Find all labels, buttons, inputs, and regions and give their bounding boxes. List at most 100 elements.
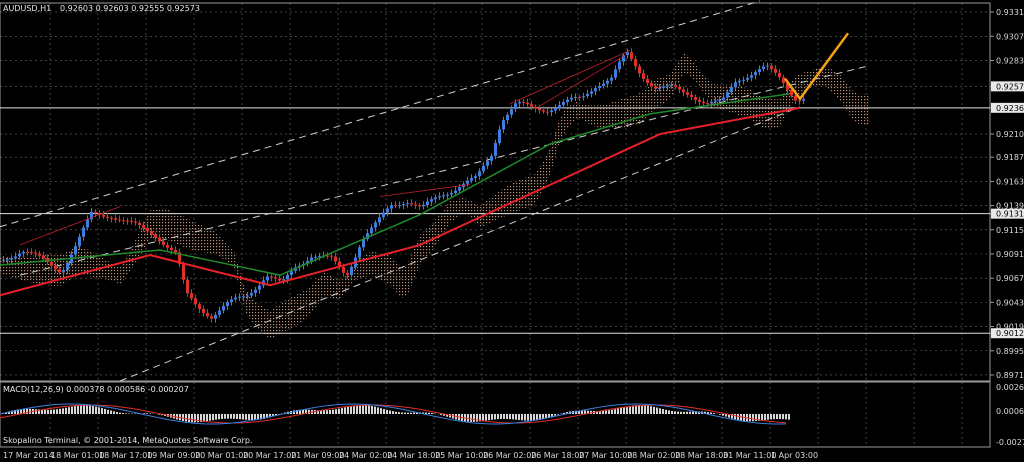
- candle-body: [422, 204, 425, 207]
- macd-bar: [317, 410, 319, 414]
- macd-bar: [689, 411, 691, 414]
- candle-body: [786, 82, 789, 90]
- candle-body: [794, 95, 797, 101]
- candle-body: [502, 120, 505, 130]
- macd-bar: [269, 414, 271, 418]
- candle-body: [194, 298, 197, 305]
- macd-bar: [725, 414, 727, 417]
- macd-bar: [404, 412, 406, 414]
- macd-bar: [785, 414, 787, 420]
- candle-body: [654, 86, 657, 89]
- macd-bar: [677, 411, 679, 414]
- candle-body: [250, 293, 253, 296]
- macd-bar: [332, 409, 334, 414]
- candle-body: [350, 266, 353, 276]
- candle-body: [246, 295, 249, 297]
- candle-body: [778, 72, 781, 78]
- macd-bar: [221, 414, 223, 419]
- candle-body: [346, 272, 349, 276]
- macd-bar: [68, 407, 70, 414]
- macd-bar: [587, 410, 589, 414]
- macd-bar: [578, 410, 580, 414]
- macd-bar: [575, 410, 577, 414]
- trend-channel[interactable]: [0, 0, 871, 382]
- candle-body: [62, 270, 65, 273]
- price-pane[interactable]: [0, 2, 991, 382]
- candle-body: [130, 220, 133, 222]
- macd-bar: [230, 414, 232, 419]
- candle-body: [198, 304, 201, 309]
- time-label: 1 Apr 03:00: [771, 451, 818, 460]
- macd-bar: [125, 413, 127, 414]
- candle-body: [50, 261, 53, 266]
- trendline: [19, 206, 121, 246]
- macd-bar: [407, 412, 409, 414]
- macd-pane[interactable]: [0, 381, 991, 448]
- macd-bar: [608, 410, 610, 414]
- macd-bar: [440, 414, 442, 415]
- macd-bar: [242, 414, 244, 420]
- candle-body: [730, 87, 733, 93]
- candle-body: [102, 215, 105, 217]
- red-trendlines: [19, 50, 631, 246]
- macd-bar: [98, 407, 100, 414]
- candle-body: [510, 109, 513, 115]
- candle-body: [458, 187, 461, 191]
- macd-bar: [341, 408, 343, 414]
- candle-body: [574, 96, 577, 98]
- candle-body: [142, 224, 145, 228]
- candle-body: [110, 217, 113, 219]
- macd-bar: [398, 412, 400, 414]
- candle-body: [662, 86, 665, 89]
- macd-bar: [122, 413, 124, 414]
- macd-bar: [44, 409, 46, 414]
- macd-bar: [488, 414, 490, 421]
- candle-body: [514, 103, 517, 110]
- time-label: 31 Mar 11:00: [723, 451, 776, 460]
- macd-axis-label: 0.00266: [996, 383, 1024, 392]
- macd-bar: [668, 410, 670, 414]
- macd-bar: [524, 414, 526, 421]
- macd-bar: [614, 409, 616, 414]
- candle-body: [618, 61, 621, 70]
- projection-arrow[interactable]: [783, 32, 850, 101]
- candle-body: [494, 143, 497, 156]
- macd-histogram: [0, 403, 790, 425]
- macd-bar: [755, 414, 757, 422]
- macd-bar: [23, 408, 25, 414]
- macd-bar: [719, 414, 721, 415]
- candle-body: [542, 110, 545, 112]
- macd-bar: [368, 405, 370, 414]
- candle-body: [630, 52, 633, 60]
- candle-body: [538, 108, 541, 111]
- macd-bar: [200, 414, 202, 422]
- candle-body: [546, 111, 549, 113]
- horizontal-levels[interactable]: [0, 107, 990, 334]
- candle-body: [26, 252, 29, 254]
- macd-bar: [410, 412, 412, 414]
- macd-bar: [329, 410, 331, 414]
- candle-body: [202, 308, 205, 314]
- macd-bar: [563, 412, 565, 414]
- candle-body: [486, 160, 489, 166]
- candle-body: [754, 72, 757, 76]
- macd-bar: [323, 410, 325, 414]
- macd-bar: [482, 414, 484, 422]
- candle-body: [126, 220, 129, 222]
- macd-bar: [428, 412, 430, 414]
- candle-body: [186, 279, 189, 294]
- macd-bar: [41, 409, 43, 414]
- macd-bar: [338, 408, 340, 414]
- time-label: 18 Mar 17:00: [99, 451, 152, 460]
- candle-body: [270, 276, 273, 278]
- time-label: 28 Mar 02:00: [627, 451, 680, 460]
- candle-body: [22, 252, 25, 254]
- macd-bar: [449, 414, 451, 418]
- candle-body: [674, 85, 677, 87]
- macd-bar: [104, 408, 106, 414]
- candle-body: [650, 83, 653, 87]
